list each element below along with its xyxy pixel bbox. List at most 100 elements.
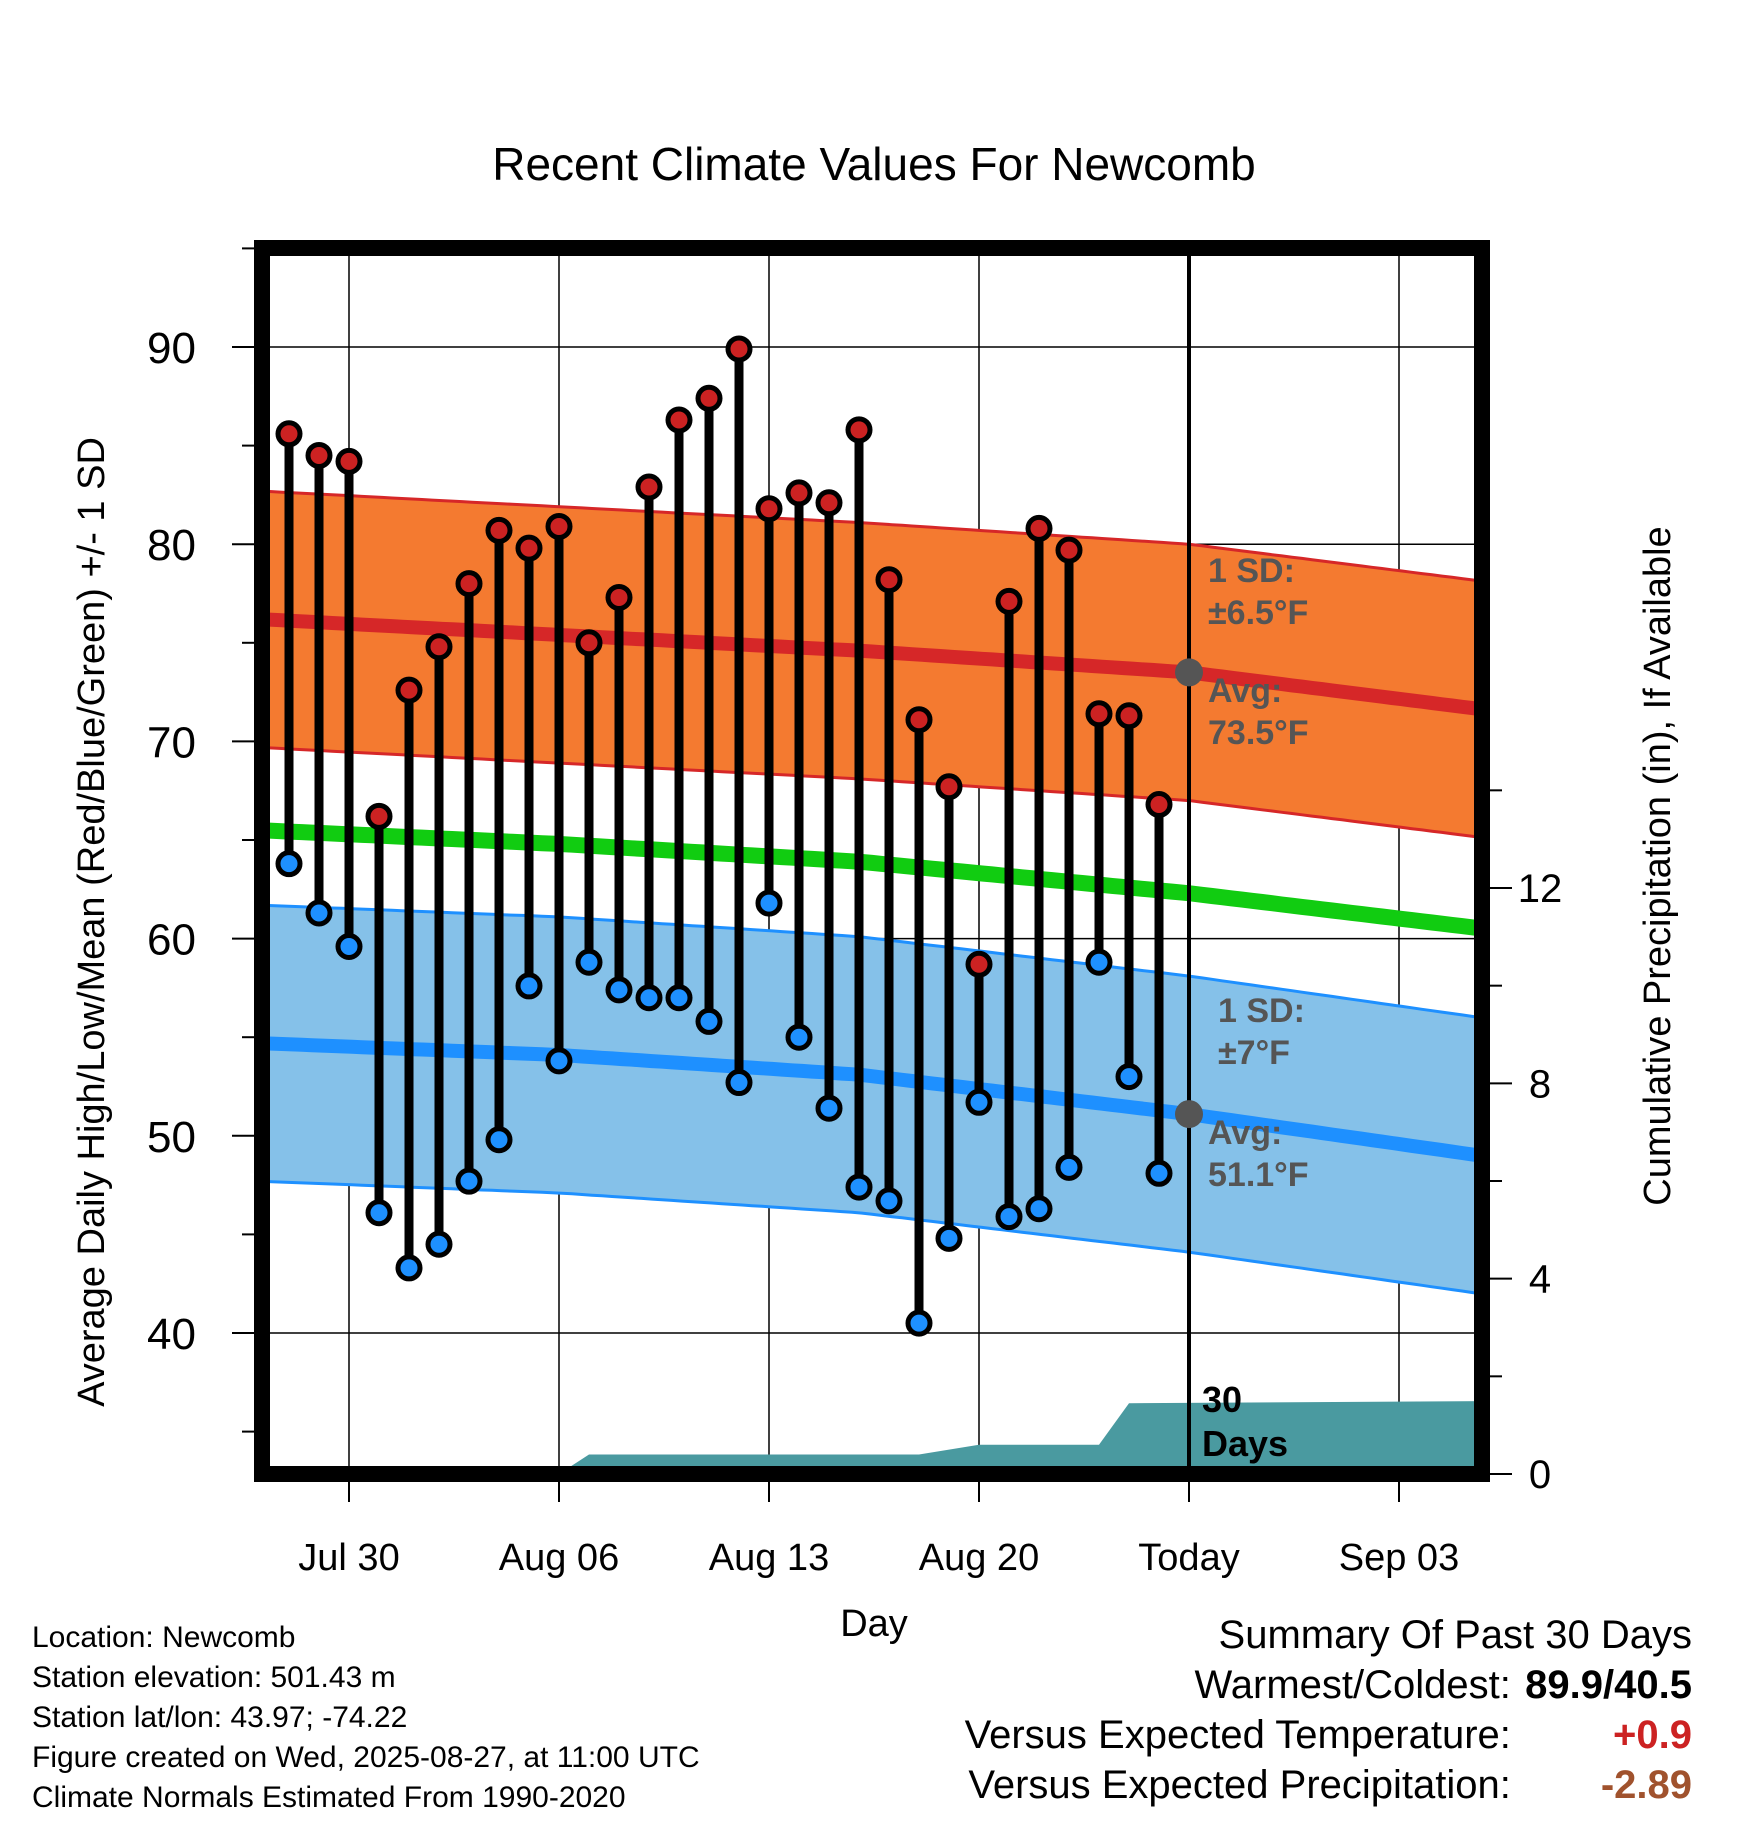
daily-high-point <box>365 802 393 830</box>
x-tick-label: Aug 20 <box>919 1537 1039 1579</box>
daily-low-point <box>485 1126 513 1154</box>
daily-low-point <box>335 932 363 960</box>
low-sd-value: ±7°F <box>1218 1034 1290 1072</box>
y-tick-label: 70 <box>147 718 196 767</box>
y-tick-label: 60 <box>147 916 196 965</box>
created-text: Figure created on Wed, 2025-08-27, at 11… <box>32 1741 700 1774</box>
daily-high-point <box>695 384 723 412</box>
daily-high-point <box>275 420 303 448</box>
daily-low-point <box>575 948 603 976</box>
daily-high-point <box>965 950 993 978</box>
summary-title: Summary Of Past 30 Days <box>1218 1613 1692 1657</box>
warmest-coldest-label: Warmest/Coldest: <box>1194 1663 1511 1707</box>
daily-low-point <box>815 1094 843 1122</box>
x-axis-label: Day <box>840 1603 908 1645</box>
daily-high-point <box>425 633 453 661</box>
normals-text: Climate Normals Estimated From 1990-2020 <box>32 1781 626 1814</box>
y-axis-label: Average Daily High/Low/Mean (Red/Blue/Gr… <box>71 437 113 1407</box>
daily-high-point <box>605 583 633 611</box>
high-avg-label: Avg: <box>1208 672 1282 710</box>
warmest-coldest-value: 89.9/40.5 <box>1525 1663 1692 1707</box>
daily-high-point <box>1115 702 1143 730</box>
y2-tick-label: 4 <box>1529 1258 1551 1302</box>
days-number-label: 30 <box>1202 1379 1242 1420</box>
daily-low-point <box>1055 1153 1083 1181</box>
daily-low-point <box>755 889 783 917</box>
daily-low-point <box>605 976 633 1004</box>
precip-deviation-label: Versus Expected Precipitation: <box>968 1763 1511 1807</box>
daily-low-point <box>725 1069 753 1097</box>
x-tick-label: Sep 03 <box>1339 1537 1459 1579</box>
daily-low-point <box>1145 1159 1173 1187</box>
plot-frame <box>254 240 1490 1482</box>
daily-high-point <box>815 489 843 517</box>
daily-low-point <box>875 1187 903 1215</box>
daily-high-point <box>845 416 873 444</box>
daily-high-point <box>875 566 903 594</box>
low-sd-label: 1 SD: <box>1218 992 1305 1030</box>
daily-high-point <box>785 479 813 507</box>
daily-high-point <box>305 441 333 469</box>
warmest-coldest-row: Warmest/Coldest: 89.9/40.5 <box>965 1660 1693 1710</box>
daily-high-point <box>755 495 783 523</box>
days-text-label: Days <box>1202 1423 1288 1464</box>
y-tick-label: 90 <box>147 324 196 373</box>
temp-deviation-label: Versus Expected Temperature: <box>964 1713 1511 1757</box>
daily-low-point <box>695 1007 723 1035</box>
daily-high-point <box>935 773 963 801</box>
summary-panel: Summary Of Past 30 Days Warmest/Coldest:… <box>965 1610 1692 1810</box>
daily-low-point <box>635 984 663 1012</box>
chart-title: Recent Climate Values For Newcomb <box>492 138 1256 190</box>
daily-high-point <box>335 447 363 475</box>
daily-low-point <box>665 984 693 1012</box>
precip-deviation-value: -2.89 <box>1600 1763 1692 1807</box>
high-sd-label: 1 SD: <box>1208 552 1295 590</box>
daily-low-point <box>455 1167 483 1195</box>
y2-axis-label: Cumulative Precipitation (in), If Availa… <box>1637 526 1679 1205</box>
daily-low-point <box>1085 948 1113 976</box>
y-tick-label: 50 <box>147 1113 196 1162</box>
y-tick-label: 80 <box>147 521 196 570</box>
location-text: Location: Newcomb <box>32 1621 296 1654</box>
low-sd-band <box>262 905 1482 1294</box>
daily-low-point <box>365 1199 393 1227</box>
daily-low-point <box>1115 1063 1143 1091</box>
precip-deviation-row: Versus Expected Precipitation: -2.89 <box>965 1760 1692 1810</box>
y2-tick-label: 8 <box>1529 1062 1551 1106</box>
y2-tick-label: 0 <box>1529 1453 1551 1497</box>
plot-contents: 1 SD: ±6.5°F Avg: 73.5°F 1 SD: ±7°F Avg: 51.1°F… <box>262 248 1482 1474</box>
high-avg-value: 73.5°F <box>1208 714 1309 752</box>
high-sd-value: ±6.5°F <box>1208 594 1308 632</box>
daily-low-point <box>395 1254 423 1282</box>
high-band-upper-edge <box>262 489 1482 583</box>
daily-high-point <box>1025 514 1053 542</box>
daily-low-point <box>275 850 303 878</box>
daily-high-point <box>515 534 543 562</box>
x-tick-label: Today <box>1138 1537 1239 1579</box>
high-sd-band <box>262 491 1482 838</box>
cumulative-precip-area <box>559 1401 1482 1474</box>
daily-high-point <box>575 629 603 657</box>
x-tick-label: Jul 30 <box>298 1537 399 1579</box>
daily-high-point <box>545 512 573 540</box>
low-avg-label: Avg: <box>1208 1114 1282 1152</box>
daily-low-point <box>845 1173 873 1201</box>
daily-low-point <box>965 1088 993 1116</box>
y2-tick-label: 12 <box>1518 867 1563 911</box>
station-info: Location: Newcomb Station elevation: 501… <box>32 1618 700 1818</box>
daily-low-point <box>1025 1195 1053 1223</box>
daily-low-point <box>425 1230 453 1258</box>
temp-deviation-row: Versus Expected Temperature: +0.9 <box>965 1710 1692 1760</box>
daily-high-point <box>1055 536 1083 564</box>
temp-deviation-value: +0.9 <box>1613 1713 1692 1757</box>
daily-high-point <box>725 335 753 363</box>
daily-high-point <box>665 406 693 434</box>
x-tick-label: Aug 06 <box>499 1537 619 1579</box>
x-tick-label: Aug 13 <box>709 1537 829 1579</box>
daily-high-point <box>455 570 483 598</box>
daily-high-point <box>395 676 423 704</box>
plot-area: 1 SD: ±6.5°F Avg: 73.5°F 1 SD: ±7°F Avg: 51.1°F… <box>147 240 1563 1579</box>
daily-high-point <box>1085 700 1113 728</box>
daily-low-point <box>515 972 543 1000</box>
